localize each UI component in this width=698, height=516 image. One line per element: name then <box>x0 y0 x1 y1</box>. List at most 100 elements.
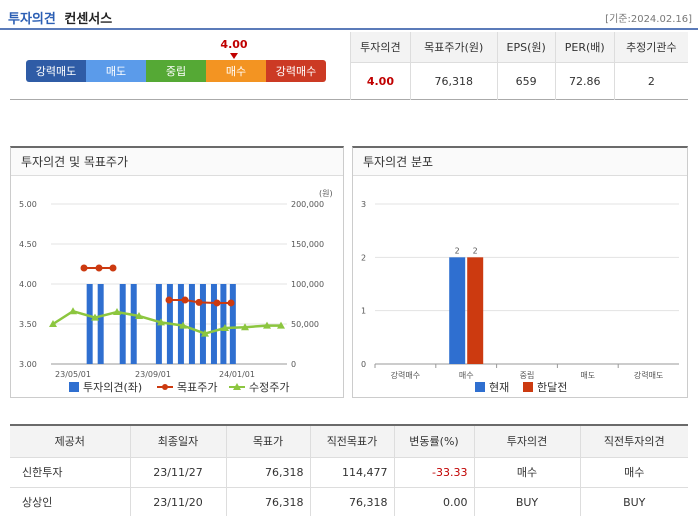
col-target: 목표가 <box>225 425 311 458</box>
opinion-bar <box>188 284 195 364</box>
cell-target: 76,318 <box>225 456 311 488</box>
summary-header-count: 추정기관수 <box>613 32 688 63</box>
category-label: 매도 <box>580 371 595 380</box>
adjusted-price-point <box>277 321 285 329</box>
category-label: 강력매도 <box>634 370 663 380</box>
col-prev-opinion: 직전투자의견 <box>579 425 688 458</box>
right-tick-label: 100,000 <box>291 280 324 289</box>
col-date: 최종일자 <box>129 425 227 458</box>
col-opinion: 투자의견 <box>473 425 581 458</box>
target-price-point <box>227 299 235 307</box>
cell-date: 23/11/27 <box>129 456 227 488</box>
chart1-title: 투자의견 및 목표주가 <box>11 148 343 176</box>
chart2-title: 투자의견 분포 <box>353 148 687 176</box>
col-provider: 제공처 <box>10 425 131 458</box>
target-price-point <box>95 264 103 272</box>
summary-value-count: 2 <box>613 62 688 100</box>
target-price-point <box>165 296 173 304</box>
prev-bar-label: 2 <box>473 246 478 255</box>
opinion-bar <box>97 284 104 364</box>
adjusted-price-point <box>69 307 77 315</box>
target-price-point <box>181 296 189 304</box>
y-tick-label: 3 <box>361 200 366 209</box>
y-tick-label: 0 <box>361 360 366 369</box>
adjusted-price-point <box>157 318 165 326</box>
consensus-summary: 4.00 강력매도 매도 중립 매수 강력매수 투자의견 목표주가(원) EPS… <box>10 32 688 100</box>
table-row: 신한투자 23/11/27 76,318 114,477 -33.33 매수 매… <box>10 456 688 488</box>
scale-segment-strong-sell: 강력매도 <box>26 60 86 82</box>
summary-header-opinion: 투자의견 <box>350 32 411 63</box>
adjusted-price-point <box>221 324 229 331</box>
adjusted-price-point <box>135 312 143 319</box>
legend-opinion-swatch <box>69 382 79 392</box>
target-price-point <box>80 264 88 272</box>
cell-change: 0.00 <box>393 486 475 516</box>
table-row: 상상인 23/11/20 76,318 76,318 0.00 BUY BUY <box>10 486 688 516</box>
opinion-pointer-value: 4.00 <box>220 38 248 51</box>
cell-prev-opinion: BUY <box>579 486 688 516</box>
summary-value-eps: 659 <box>496 62 556 100</box>
date-reference: [기준:2024.02.16] <box>605 14 692 25</box>
summary-header-per: PER(배) <box>554 32 615 63</box>
legend-prev-swatch <box>523 382 533 392</box>
summary-value-opinion: 4.00 <box>350 62 411 100</box>
opinion-distribution-chart: 3 2 1 0 강력매수 매수 중립 매도 강력매도 2 2 현재 한달전 <box>361 200 679 394</box>
page-title: 투자의견 컨센서스 <box>8 8 112 27</box>
legend-target-marker <box>162 384 168 390</box>
opinion-target-chart-panel: 투자의견 및 목표주가 5.00 4.50 4.00 3.50 3.00 200,000 1… <box>10 146 344 398</box>
opinion-bar <box>199 284 206 364</box>
adjusted-price-point <box>91 313 99 321</box>
cell-prev-target: 76,318 <box>309 486 395 516</box>
opinion-target-chart: 5.00 4.50 4.00 3.50 3.00 200,000 150,000 100,00… <box>19 189 333 394</box>
y-tick-label: 1 <box>361 307 366 316</box>
legend-target-label: 목표주가 <box>177 381 217 394</box>
left-tick-label: 3.00 <box>19 360 37 369</box>
section-header: 투자의견 컨센서스 [기준:2024.02.16] <box>0 0 698 30</box>
left-tick-label: 5.00 <box>19 200 37 209</box>
left-tick-label: 4.50 <box>19 240 37 249</box>
opinion-bar <box>86 284 93 364</box>
opinion-bar <box>210 284 217 364</box>
cell-prev-target: 114,477 <box>309 456 395 488</box>
opinion-bar <box>229 284 236 364</box>
cell-provider: 상상인 <box>10 486 131 516</box>
right-tick-label: 200,000 <box>291 200 324 209</box>
opinion-pointer-icon <box>230 53 238 59</box>
x-tick-label: 23/09/01 <box>135 370 171 379</box>
left-tick-label: 4.00 <box>19 280 37 289</box>
target-price-point <box>195 298 203 306</box>
scale-segment-strong-buy: 강력매수 <box>266 60 326 82</box>
provider-table: 제공처 최종일자 목표가 직전목표가 변동률(%) 투자의견 직전투자의견 신한… <box>10 424 688 516</box>
right-axis-unit: (원) <box>319 189 333 198</box>
summary-value-per: 72.86 <box>554 62 615 100</box>
adjusted-price-point <box>179 321 187 329</box>
legend-price-label: 수정주가 <box>249 381 289 394</box>
right-tick-label: 150,000 <box>291 240 324 249</box>
current-bar <box>449 257 466 364</box>
adjusted-price-point <box>263 321 271 329</box>
prev-bar <box>467 257 484 364</box>
right-tick-label: 50,000 <box>291 320 319 329</box>
cell-prev-opinion: 매수 <box>579 456 688 488</box>
opinion-bar <box>130 284 137 364</box>
opinion-bar <box>177 284 184 364</box>
summary-header-eps: EPS(원) <box>496 32 556 63</box>
legend-current-swatch <box>475 382 485 392</box>
x-tick-label: 24/01/01 <box>219 370 255 379</box>
cell-provider: 신한투자 <box>10 456 131 488</box>
adjusted-price-point <box>49 320 57 327</box>
left-tick-label: 3.50 <box>19 320 37 329</box>
adjusted-price-line <box>52 309 281 335</box>
category-label: 강력매수 <box>391 370 420 380</box>
target-price-point <box>109 264 117 272</box>
right-tick-label: 0 <box>291 360 296 369</box>
opinion-distribution-chart-panel: 투자의견 분포 3 2 1 0 강력매수 매수 중립 매도 강력매도 2 2 현재 한달전 <box>352 146 688 398</box>
category-label: 중립 <box>520 371 535 380</box>
x-tick-label: 23/05/01 <box>55 370 91 379</box>
scale-segment-sell: 매도 <box>86 60 146 82</box>
legend-prev-label: 한달전 <box>537 381 567 394</box>
summary-value-target: 76,318 <box>409 62 498 100</box>
col-change: 변동률(%) <box>393 425 475 458</box>
legend-opinion-label: 투자의견(좌) <box>83 381 142 394</box>
adjusted-price-point <box>241 323 249 331</box>
